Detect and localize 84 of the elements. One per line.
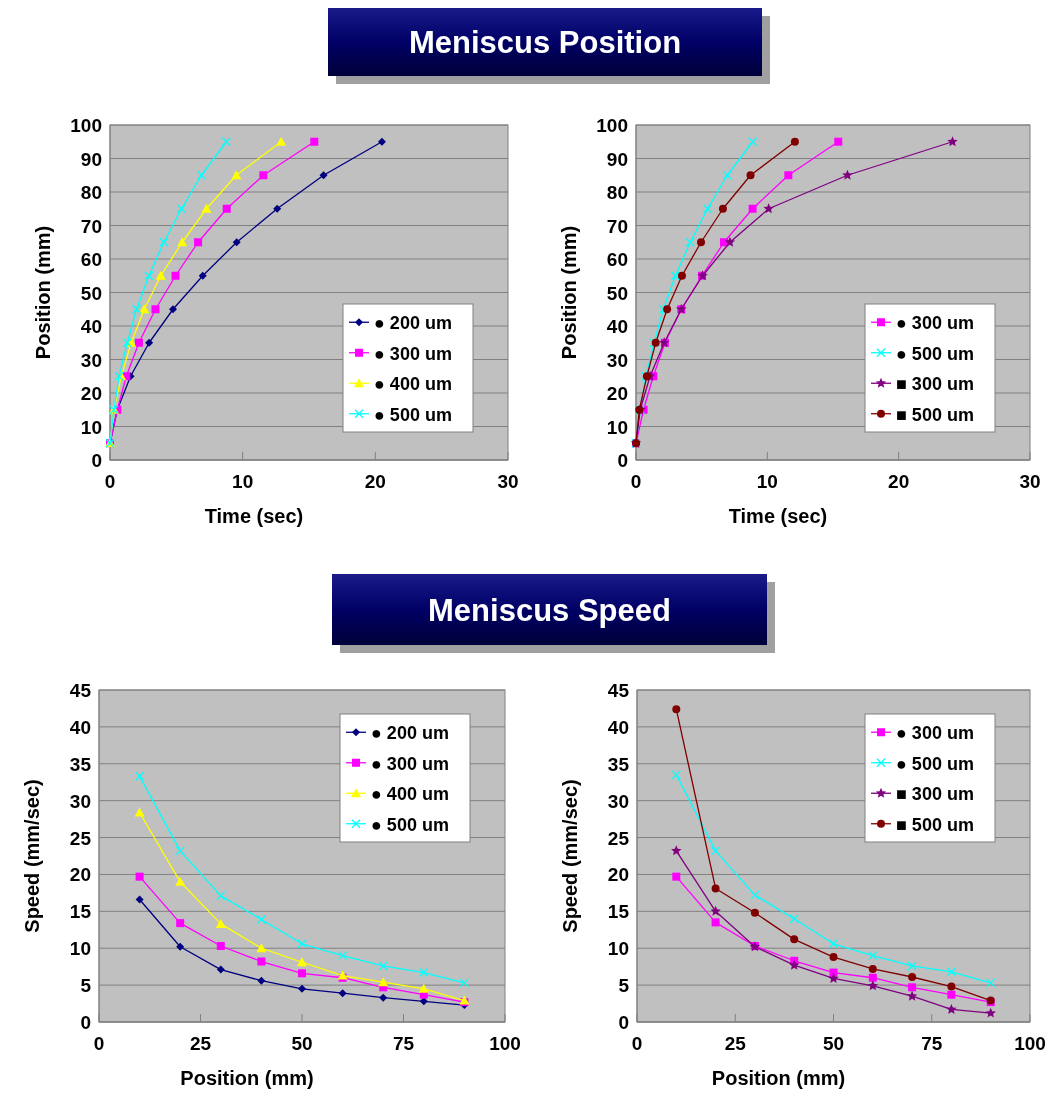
y-tick-label: 0 [80,1012,91,1033]
y-tick-label: 30 [80,349,102,371]
x-tick-label: 100 [1014,1033,1046,1054]
y-tick-label: 45 [607,680,630,701]
y-tick-label: 40 [69,716,91,738]
y-tick-label: 20 [80,383,102,404]
x-tick-label: 10 [756,471,778,492]
y-tick-label: 0 [91,450,102,471]
legend-label: ● 500 um [896,343,974,364]
y-tick-label: 10 [80,416,102,438]
y-tick-label: 70 [606,215,628,237]
y-tick-label: 15 [69,901,92,923]
y-tick-label: 20 [606,383,628,404]
x-tick-label: 0 [104,471,116,492]
y-tick-label: 0 [618,1012,629,1033]
legend-label: ● 200 um [371,723,449,744]
x-tick-label: 0 [631,1033,643,1054]
y-tick-label: 35 [607,753,630,775]
legend-label: ● 500 um [896,753,974,774]
x-axis-title: Position (mm) [711,1067,846,1089]
y-tick-label: 80 [606,182,628,203]
x-tick-label: 50 [822,1033,845,1054]
y-tick-label: 40 [80,316,102,337]
x-tick-label: 25 [189,1033,212,1054]
legend-label: ■ 500 um [896,404,974,425]
legend-label: ● 300 um [374,343,452,364]
legend-label: ● 200 um [374,313,452,334]
x-axis-title: Time (sec) [728,505,828,527]
legend-label: ● 300 um [896,313,974,334]
x-axis-title: Time (sec) [204,505,304,527]
y-tick-label: 0 [617,450,628,471]
y-tick-label: 70 [80,215,102,237]
y-tick-label: 25 [69,827,92,849]
y-tick-label: 50 [80,282,102,304]
y-tick-label: 10 [606,416,628,438]
legend-label: ● 500 um [371,814,449,835]
legend-label: ● 300 um [896,723,974,744]
y-tick-label: 20 [607,864,629,886]
y-tick-label: 35 [69,753,92,775]
x-tick-label: 25 [724,1033,747,1054]
y-axis-title: Position (mm) [558,225,580,360]
x-tick-label: 10 [232,471,254,492]
y-tick-label: 10 [69,938,91,960]
chart-title: Meniscus Position [408,25,682,60]
legend-label: ● 300 um [371,753,449,774]
y-tick-label: 100 [596,115,628,136]
x-tick-label: 100 [489,1033,521,1054]
y-tick-label: 50 [606,282,628,304]
y-tick-label: 60 [606,249,628,270]
legend-label: ● 500 um [374,404,452,425]
legend-label: ■ 500 um [896,814,974,835]
x-tick-label: 75 [921,1033,943,1054]
x-axis-title: Position (mm) [180,1067,314,1089]
x-tick-label: 20 [364,471,386,492]
y-tick-label: 60 [80,249,102,270]
y-tick-label: 90 [80,148,102,170]
y-tick-label: 5 [618,975,630,997]
y-tick-label: 45 [69,680,92,701]
chart-title: Meniscus Speed [428,592,671,628]
x-tick-label: 30 [1019,471,1041,492]
y-tick-label: 40 [606,316,628,337]
y-axis-title: Speed (mm/sec) [21,779,43,933]
y-tick-label: 80 [80,182,102,203]
y-tick-label: 5 [80,975,92,997]
y-tick-label: 25 [607,827,630,849]
x-tick-label: 50 [291,1033,313,1054]
y-tick-label: 10 [607,938,629,960]
y-tick-label: 30 [607,790,629,812]
legend-label: ■ 300 um [896,784,974,805]
y-tick-label: 40 [607,716,629,738]
x-tick-label: 75 [392,1033,415,1054]
x-tick-label: 30 [497,471,519,492]
y-tick-label: 20 [69,864,91,886]
y-axis-title: Speed (mm/sec) [559,779,581,933]
y-axis-title: Position (mm) [32,225,54,360]
y-tick-label: 30 [69,790,91,812]
legend-label: ■ 300 um [896,374,974,395]
legend-label: ● 400 um [371,784,449,805]
legend-label: ● 400 um [374,374,452,395]
y-tick-label: 100 [70,115,102,136]
y-tick-label: 15 [607,901,630,923]
x-tick-label: 20 [888,471,910,492]
y-tick-label: 90 [606,148,628,170]
y-tick-label: 30 [606,349,628,371]
